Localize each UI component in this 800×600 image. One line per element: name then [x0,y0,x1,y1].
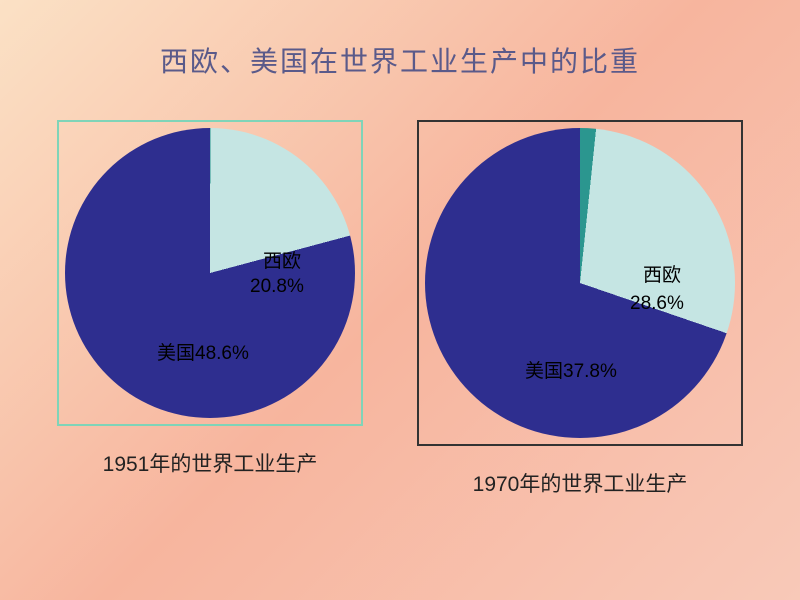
pie-1970: 西欧 28.6% 美国37.8% [425,128,735,438]
chart-1951-box: 西欧 20.8% 美国48.6% [57,120,363,426]
label-1951-us: 美国48.6% [157,338,249,365]
charts-row: 西欧 20.8% 美国48.6% 1951年的世界工业生产 西欧 28.6% 美… [0,120,800,498]
label-1970-xiou-pct: 28.6% [630,293,684,315]
chart-1951: 西欧 20.8% 美国48.6% 1951年的世界工业生产 [57,120,363,478]
label-1970-xiou: 西欧 [643,260,681,287]
page-title: 西欧、美国在世界工业生产中的比重 [0,0,800,80]
label-1951-xiou-pct: 20.8% [250,276,304,298]
label-1951-xiou: 西欧 [263,246,301,273]
label-1970-us: 美国37.8% [525,356,617,383]
chart-1970-box: 西欧 28.6% 美国37.8% [417,120,743,446]
caption-1970: 1970年的世界工业生产 [473,468,688,498]
caption-1951: 1951年的世界工业生产 [103,448,318,478]
pie-1951: 西欧 20.8% 美国48.6% [65,128,355,418]
chart-1970: 西欧 28.6% 美国37.8% 1970年的世界工业生产 [417,120,743,498]
